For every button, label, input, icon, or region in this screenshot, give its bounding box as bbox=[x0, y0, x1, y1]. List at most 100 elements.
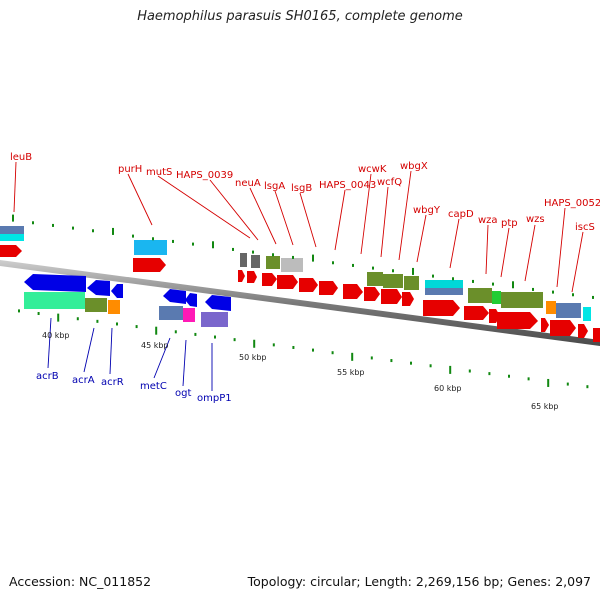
minor-tick bbox=[32, 221, 34, 225]
gene-label-mutS[interactable]: mutS bbox=[146, 167, 172, 178]
gene-label-ogt[interactable]: ogt bbox=[175, 388, 191, 399]
minor-tick bbox=[432, 274, 434, 278]
gene-grey-2 bbox=[251, 255, 260, 268]
gene-orange-1 bbox=[546, 301, 556, 314]
minor-tick bbox=[492, 282, 494, 286]
connector-acrB bbox=[47, 317, 52, 369]
gene-label-HAPS_0039[interactable]: HAPS_0039 bbox=[176, 170, 233, 181]
kbp-label: 65 kbp bbox=[531, 402, 559, 411]
connector-iscS bbox=[571, 231, 584, 293]
minor-tick bbox=[96, 319, 99, 323]
major-tick bbox=[112, 227, 114, 235]
gene-red-2 bbox=[247, 271, 257, 283]
gene-olive-6 bbox=[501, 292, 543, 308]
gene-steel-2 bbox=[556, 303, 581, 318]
connector-HAPS_0039 bbox=[209, 179, 259, 241]
gene-label-ompP1[interactable]: ompP1 bbox=[197, 393, 232, 404]
minor-tick bbox=[508, 374, 510, 378]
forward-strand-features bbox=[0, 226, 600, 342]
minor-tick bbox=[532, 287, 534, 291]
minor-tick bbox=[586, 385, 589, 389]
gene-label-ptp[interactable]: ptp bbox=[501, 218, 518, 229]
gene-red-16 bbox=[550, 320, 576, 336]
connector-ogt bbox=[182, 339, 187, 387]
gene-purH-misc bbox=[134, 240, 167, 255]
kbp-label: 45 kbp bbox=[141, 341, 169, 350]
gene-label-acrA[interactable]: acrA bbox=[72, 375, 95, 386]
gene-label-acrR[interactable]: acrR bbox=[101, 377, 124, 388]
gene-olive-4 bbox=[404, 276, 419, 290]
connector-capD bbox=[449, 218, 460, 269]
gene-label-HAPS_0052[interactable]: HAPS_0052 bbox=[544, 198, 600, 209]
kbp-label: 50 kbp bbox=[239, 353, 267, 362]
genome-title: Haemophilus parasuis SH0165, complete ge… bbox=[137, 9, 463, 24]
gene-acrB bbox=[24, 274, 86, 292]
reverse-strand-features bbox=[24, 274, 231, 327]
gene-label-wcwK[interactable]: wcwK bbox=[358, 164, 387, 175]
gene-label-lsgA[interactable]: lsgA bbox=[264, 181, 285, 192]
gene-orange-2 bbox=[108, 300, 120, 314]
minor-tick bbox=[566, 382, 569, 386]
minor-tick bbox=[252, 250, 254, 254]
connector-metC bbox=[153, 337, 171, 379]
forward-gene-labels: leuB purH mutS HAPS_0039 neuA lsgA lsgB … bbox=[10, 152, 600, 233]
gene-red-8 bbox=[364, 287, 380, 301]
minor-tick bbox=[18, 309, 20, 313]
reverse-gene-labels: acrB acrA acrR metC ogt ompP1 bbox=[36, 371, 232, 404]
accession-label: Accession: NC_011852 bbox=[9, 574, 152, 589]
connector-wcfQ bbox=[380, 186, 389, 258]
gene-red-4 bbox=[277, 275, 298, 289]
gene-red-7 bbox=[343, 284, 363, 299]
gene-trna-bar bbox=[0, 226, 24, 234]
gene-label-HAPS_0043[interactable]: HAPS_0043 bbox=[319, 180, 376, 191]
gene-ogt bbox=[185, 293, 197, 307]
gene-label-wza[interactable]: wza bbox=[478, 215, 498, 226]
minor-tick bbox=[172, 239, 174, 243]
gene-label-leuB[interactable]: leuB bbox=[10, 152, 32, 163]
minor-tick bbox=[331, 351, 334, 355]
gene-purple-1 bbox=[201, 312, 228, 327]
gene-label-wcfQ[interactable]: wcfQ bbox=[377, 177, 402, 188]
gene-label-capD[interactable]: capD bbox=[448, 209, 474, 220]
connector-HAPS_0052 bbox=[556, 207, 566, 288]
gene-acrR bbox=[111, 284, 123, 298]
connector-wbgY bbox=[416, 214, 427, 263]
gene-red-3 bbox=[262, 273, 277, 286]
minor-tick bbox=[472, 279, 474, 283]
major-tick bbox=[57, 313, 60, 322]
gene-label-purH[interactable]: purH bbox=[118, 164, 142, 175]
major-tick bbox=[351, 352, 354, 361]
gene-red-12 bbox=[464, 306, 489, 320]
connector-mutS bbox=[157, 175, 251, 239]
minor-tick bbox=[272, 253, 274, 257]
gene-red-5 bbox=[299, 278, 318, 292]
minor-tick bbox=[488, 372, 491, 376]
minor-tick bbox=[76, 317, 79, 321]
gene-magenta-1 bbox=[183, 308, 195, 322]
gene-label-acrB[interactable]: acrB bbox=[36, 371, 59, 382]
connector-lsgB bbox=[299, 192, 317, 248]
connector-wcwK bbox=[360, 173, 372, 255]
label-connectors bbox=[13, 161, 584, 391]
minor-tick bbox=[372, 266, 374, 270]
minor-tick bbox=[392, 269, 394, 273]
minor-tick bbox=[410, 361, 412, 365]
gene-label-wzs[interactable]: wzs bbox=[526, 214, 545, 225]
minor-tick bbox=[214, 335, 216, 339]
scale-ticks bbox=[12, 214, 594, 389]
gene-label-metC[interactable]: metC bbox=[140, 381, 167, 392]
genome-backbone bbox=[0, 260, 600, 346]
minor-tick bbox=[390, 359, 393, 363]
gene-label-wbgX[interactable]: wbgX bbox=[400, 161, 428, 172]
gene-label-iscS[interactable]: iscS bbox=[575, 222, 595, 233]
connector-wza bbox=[485, 224, 489, 275]
gene-olive-7 bbox=[85, 298, 107, 312]
connector-lsgA bbox=[274, 190, 294, 246]
gene-rrna-bar bbox=[0, 234, 24, 241]
gene-label-neuA[interactable]: neuA bbox=[235, 178, 261, 189]
gene-acrA bbox=[87, 280, 110, 296]
gene-label-lsgB[interactable]: lsgB bbox=[291, 183, 312, 194]
gene-label-wbgY[interactable]: wbgY bbox=[413, 205, 441, 216]
gene-ompP1 bbox=[205, 295, 231, 311]
gene-purH bbox=[133, 258, 166, 272]
